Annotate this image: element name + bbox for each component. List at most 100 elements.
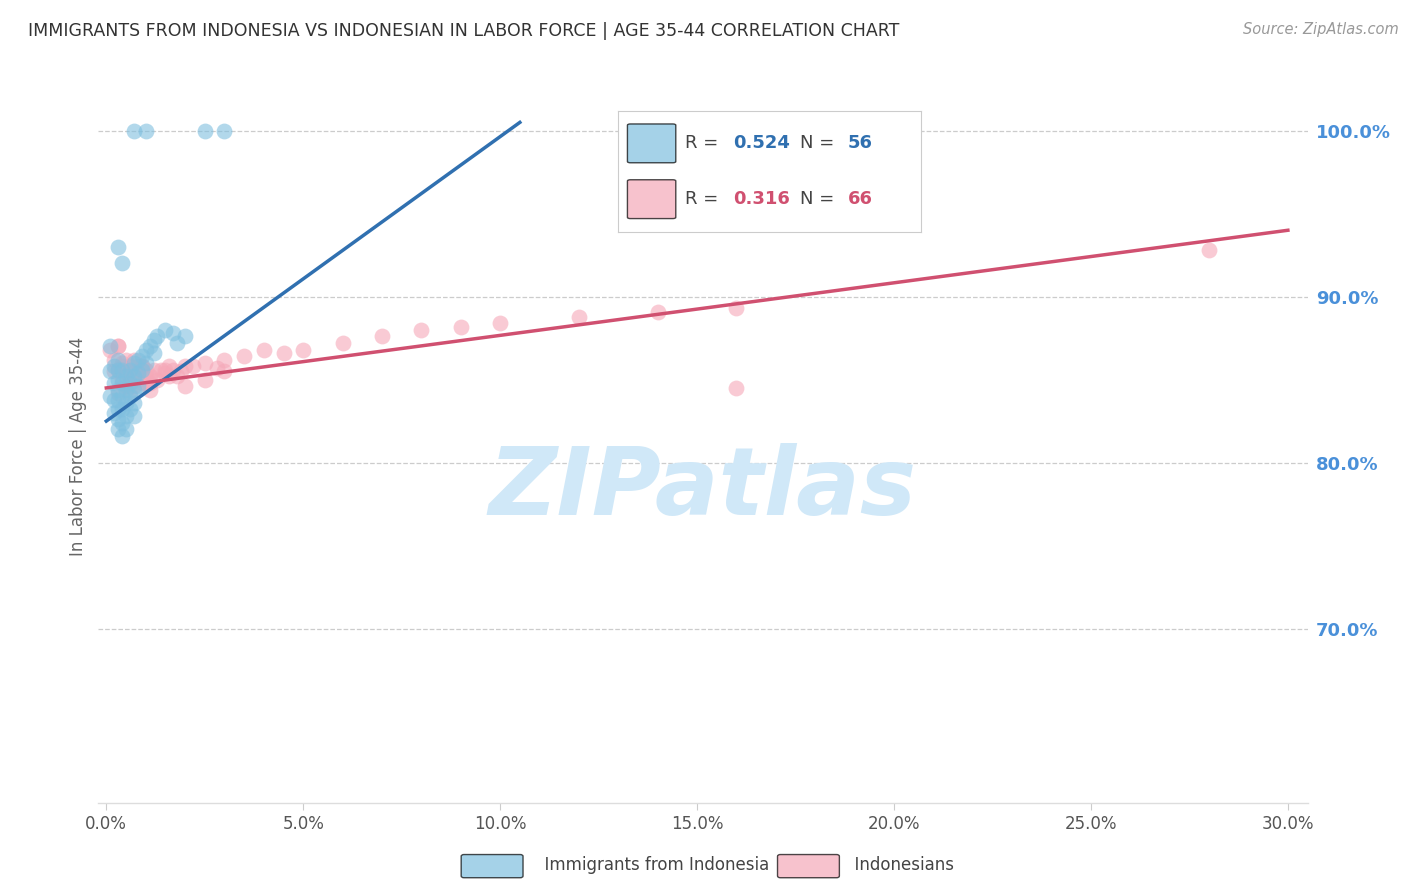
Point <box>115 396 138 410</box>
Point <box>122 356 145 370</box>
Point <box>131 362 153 376</box>
Point <box>111 402 134 417</box>
Point <box>127 366 149 380</box>
Point <box>131 359 153 374</box>
Point <box>122 409 145 424</box>
Point <box>157 359 180 374</box>
Point <box>725 381 748 395</box>
Point <box>107 362 129 376</box>
Point <box>166 369 188 384</box>
Point <box>155 366 177 380</box>
Point <box>127 359 149 374</box>
Point <box>115 409 138 424</box>
Text: Indonesians: Indonesians <box>844 856 953 874</box>
Point <box>135 124 157 138</box>
Point <box>142 346 165 360</box>
Point <box>127 379 149 393</box>
Point <box>107 392 129 407</box>
Point <box>98 339 121 353</box>
Text: ZIPatlas: ZIPatlas <box>489 442 917 535</box>
Point <box>127 373 149 387</box>
Point <box>107 339 129 353</box>
Point <box>107 422 129 436</box>
Text: R =: R = <box>685 190 718 208</box>
Point <box>107 402 129 417</box>
Point <box>155 362 177 376</box>
Point <box>107 373 129 387</box>
Point <box>107 240 129 254</box>
Point <box>122 369 145 384</box>
Point <box>162 326 184 340</box>
Point <box>118 385 141 400</box>
Point <box>332 336 354 351</box>
Point <box>122 396 145 410</box>
Point <box>489 316 512 330</box>
Text: N =: N = <box>800 135 834 153</box>
Point <box>118 389 141 403</box>
Point <box>131 359 153 374</box>
Point <box>107 383 129 397</box>
Point <box>131 376 153 390</box>
Point <box>170 364 193 378</box>
Point <box>127 373 149 387</box>
Point <box>166 336 188 351</box>
Point <box>115 352 138 367</box>
Point <box>122 364 145 378</box>
Point <box>122 352 145 367</box>
Point <box>111 356 134 370</box>
Point <box>107 339 129 353</box>
Point <box>118 373 141 387</box>
Point <box>181 359 204 374</box>
Point <box>214 364 236 378</box>
Point <box>135 362 157 376</box>
Point <box>157 369 180 384</box>
Point <box>127 352 149 367</box>
Text: 0.316: 0.316 <box>734 190 790 208</box>
Text: R =: R = <box>685 135 718 153</box>
Point <box>118 373 141 387</box>
Point <box>115 383 138 397</box>
Point <box>194 356 217 370</box>
Point <box>103 364 125 378</box>
Point <box>138 369 160 384</box>
Point <box>138 383 160 397</box>
Point <box>111 256 134 270</box>
Point <box>118 376 141 390</box>
Point <box>122 383 145 397</box>
Point <box>115 422 138 436</box>
Point <box>111 362 134 376</box>
Point <box>115 364 138 378</box>
Text: IMMIGRANTS FROM INDONESIA VS INDONESIAN IN LABOR FORCE | AGE 35-44 CORRELATION C: IMMIGRANTS FROM INDONESIA VS INDONESIAN … <box>28 22 900 40</box>
Point <box>111 376 134 390</box>
Point <box>107 352 129 367</box>
Point <box>146 329 169 343</box>
Point <box>98 343 121 357</box>
Text: 0.524: 0.524 <box>734 135 790 153</box>
Point <box>107 385 129 400</box>
Point <box>111 429 134 443</box>
Point <box>118 362 141 376</box>
Point <box>135 376 157 390</box>
Point <box>111 373 134 387</box>
Point <box>1198 243 1220 257</box>
Point <box>194 373 217 387</box>
Point <box>142 362 165 376</box>
Point <box>146 373 169 387</box>
Point <box>135 369 157 384</box>
Point <box>233 350 256 364</box>
Y-axis label: In Labor Force | Age 35-44: In Labor Force | Age 35-44 <box>69 336 87 556</box>
Text: Immigrants from Indonesia: Immigrants from Indonesia <box>534 856 769 874</box>
Point <box>103 359 125 374</box>
FancyBboxPatch shape <box>627 124 676 162</box>
Point <box>194 124 217 138</box>
Point <box>107 362 129 376</box>
Point <box>162 362 184 376</box>
Text: Source: ZipAtlas.com: Source: ZipAtlas.com <box>1243 22 1399 37</box>
Point <box>135 343 157 357</box>
Point <box>115 366 138 380</box>
Point <box>135 356 157 370</box>
Point <box>103 406 125 420</box>
Point <box>174 359 197 374</box>
Point <box>150 362 173 376</box>
Point <box>98 389 121 403</box>
